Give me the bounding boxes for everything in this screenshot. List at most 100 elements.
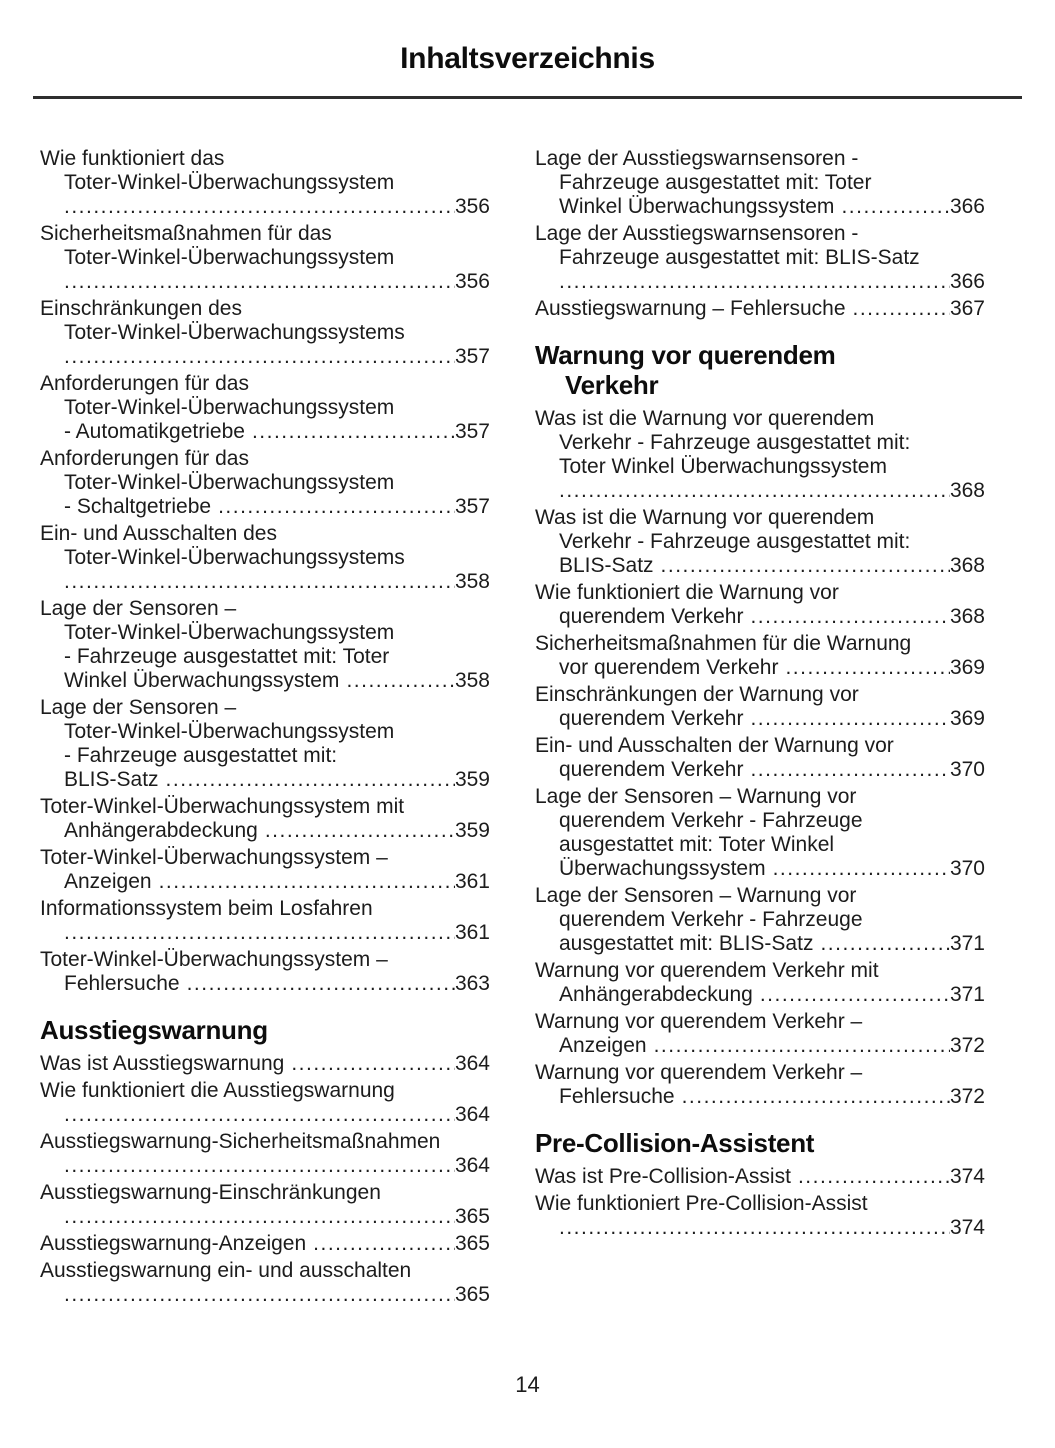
section-heading-line: Pre-Collision-Assistent <box>535 1128 815 1158</box>
dot-leader: ........................................… <box>750 605 950 628</box>
toc-entry-lastline: BLIS-Satz...............................… <box>535 554 985 578</box>
dot-leader: ........................................… <box>64 1205 455 1228</box>
toc-page-ref: 374 <box>949 1216 985 1239</box>
toc-entry-line: Lage der Sensoren – Warnung vor <box>535 884 857 907</box>
toc-entry-line: Lage der Ausstiegswarnsensoren - <box>535 147 859 170</box>
dot-leader: ........................................… <box>218 495 455 518</box>
toc-entry: Sicherheitsmaßnahmen für das Toter-Winkel… <box>40 222 490 294</box>
toc-page-ref: 370 <box>949 758 985 781</box>
title-rule <box>33 96 1022 99</box>
dot-leader: ........................................… <box>64 345 455 368</box>
toc-entry-line: Toter-Winkel-Überwachungssystem – <box>40 846 388 869</box>
toc-entry-text: Anhängerabdeckung <box>559 983 753 1006</box>
toc-entry: Lage der Sensoren – Warnung vor querendem… <box>535 884 985 956</box>
toc-column-right: Lage der Ausstiegswarnsensoren - Fahrzeug… <box>535 147 985 1310</box>
dot-leader: ........................................… <box>64 1154 455 1177</box>
toc-entry: Wie funktioniert das Toter-Winkel-Überwac… <box>40 147 490 219</box>
dot-leader: ........................................… <box>559 270 950 293</box>
toc-entry-text: Anzeigen <box>559 1034 647 1057</box>
toc-entry: Warnung vor querendem Verkehr – Fehlersuc… <box>535 1061 985 1109</box>
toc-entry-line: Warnung vor querendem Verkehr mit <box>535 959 879 982</box>
toc-entry-text: Ausstiegswarnung-Anzeigen <box>40 1232 307 1255</box>
toc-entry-line: Toter-Winkel-Überwachungssystem <box>64 396 395 419</box>
toc-entry-line: Wie funktioniert Pre-Collision-Assist <box>535 1192 868 1215</box>
toc-entry-line: Wie funktioniert die Warnung vor <box>535 581 839 604</box>
toc-entry-text: querendem Verkehr <box>559 758 744 781</box>
toc-page-ref: 359 <box>454 768 490 791</box>
toc-page-ref: 365 <box>454 1283 490 1306</box>
toc-entry-lastline: Anhängerabdeckung.......................… <box>40 819 490 843</box>
toc-page-ref: 357 <box>454 495 490 518</box>
toc-entry: Lage der Ausstiegswarnsensoren - Fahrzeug… <box>535 147 985 219</box>
toc-entry-line: Lage der Ausstiegswarnsensoren - <box>535 222 859 245</box>
toc-entry: Sicherheitsmaßnahmen für die Warnung vor … <box>535 632 985 680</box>
dot-leader: ........................................… <box>64 270 455 293</box>
toc-entry-lastline: Anzeigen................................… <box>535 1034 985 1058</box>
toc-entry-line: Toter-Winkel-Überwachungssystem mit <box>40 795 405 818</box>
dot-leader: ........................................… <box>653 1034 950 1057</box>
toc-page-ref: 366 <box>949 195 985 218</box>
toc-entry-line: Toter Winkel Überwachungssystem <box>559 455 887 478</box>
toc-entry-lastline: - Automatikgetriebe.....................… <box>40 420 490 444</box>
toc-columns: Wie funktioniert das Toter-Winkel-Überwac… <box>0 147 1055 1310</box>
toc-entry-text: vor querendem Verkehr <box>559 656 779 679</box>
toc-entry: Einschränkungen der Warnung vor querendem… <box>535 683 985 731</box>
toc-entry: Toter-Winkel-Überwachungssystem – Anzeige… <box>40 846 490 894</box>
toc-entry-line: Was ist die Warnung vor querendem <box>535 506 875 529</box>
dot-leader: ........................................… <box>785 656 949 679</box>
toc-entry-line: Ein- und Ausschalten des <box>40 522 277 545</box>
dot-leader: ........................................… <box>64 570 455 593</box>
toc-page-ref: 365 <box>454 1205 490 1228</box>
page-title: Inhaltsverzeichnis <box>400 42 655 75</box>
toc-entry-text: Anhängerabdeckung <box>64 819 258 842</box>
toc-entry-lastline: Anhängerabdeckung.......................… <box>535 983 985 1007</box>
dot-leader: ........................................… <box>264 819 455 842</box>
toc-entry-text: Was ist Pre-Collision-Assist <box>535 1165 791 1188</box>
toc-entry: Ausstiegswarnung ein- und ausschalten...… <box>40 1259 490 1307</box>
dot-leader: ........................................… <box>660 554 950 577</box>
toc-entry-line: Informationssystem beim Losfahren <box>40 897 373 920</box>
dot-leader: ........................................… <box>750 707 950 730</box>
toc-entry-lastline: Ausstiegswarnung – Fehlersuche..........… <box>535 297 985 321</box>
toc-entry-lastline: BLIS-Satz...............................… <box>40 768 490 792</box>
toc-entry: Ausstiegswarnung – Fehlersuche..........… <box>535 297 985 321</box>
dot-leader: ........................................… <box>165 768 455 791</box>
toc-page-ref: 361 <box>454 870 490 893</box>
toc-page-ref: 356 <box>454 195 490 218</box>
toc-entry-lastline: ........................................… <box>40 570 490 594</box>
toc-entry-line: Verkehr - Fahrzeuge ausgestattet mit: <box>559 530 911 553</box>
toc-entry-line: Toter-Winkel-Überwachungssystem <box>64 621 395 644</box>
toc-entry-lastline: ........................................… <box>40 270 490 294</box>
toc-entry: Lage der Sensoren – Warnung vor querendem… <box>535 785 985 881</box>
toc-entry: Warnung vor querendem Verkehr mit Anhänge… <box>535 959 985 1007</box>
toc-entry-line: Toter-Winkel-Überwachungssystems <box>64 321 405 344</box>
toc-page-ref: 370 <box>949 857 985 880</box>
dot-leader: ........................................… <box>186 972 455 995</box>
toc-entry-line: Toter-Winkel-Überwachungssystem <box>64 171 395 194</box>
toc-entry: Was ist die Warnung vor querendem Verkehr… <box>535 506 985 578</box>
toc-page-ref: 367 <box>949 297 985 320</box>
toc-entry: Ausstiegswarnung-Anzeigen...............… <box>40 1232 490 1256</box>
toc-entry-text: ausgestattet mit: BLIS-Satz <box>559 932 814 955</box>
toc-entry-text: BLIS-Satz <box>559 554 654 577</box>
toc-entry-line: Warnung vor querendem Verkehr – <box>535 1010 863 1033</box>
toc-entry-lastline: ausgestattet mit: BLIS-Satz.............… <box>535 932 985 956</box>
toc-page-ref: 368 <box>949 554 985 577</box>
toc-entry: Lage der Ausstiegswarnsensoren - Fahrzeug… <box>535 222 985 294</box>
toc-entry-text: Überwachungssystem <box>559 857 766 880</box>
toc-entry-line: Toter-Winkel-Überwachungssystem <box>64 246 395 269</box>
toc-entry-lastline: Winkel Überwachungssystem...............… <box>40 669 490 693</box>
toc-entry-text: Winkel Überwachungssystem <box>559 195 835 218</box>
dot-leader: ........................................… <box>750 758 950 781</box>
toc-entry-text: Fehlersuche <box>64 972 180 995</box>
toc-entry-line: Einschränkungen des <box>40 297 242 320</box>
toc-entry-lastline: Fehlersuche.............................… <box>535 1085 985 1109</box>
toc-entry: Toter-Winkel-Überwachungssystem – Fehlers… <box>40 948 490 996</box>
toc-entry-line: Fahrzeuge ausgestattet mit: BLIS-Satz <box>559 246 920 269</box>
toc-entry-text: Ausstiegswarnung – Fehlersuche <box>535 297 846 320</box>
toc-entry-text: - Schaltgetriebe <box>64 495 212 518</box>
dot-leader: ........................................… <box>759 983 950 1006</box>
toc-page-ref: 364 <box>454 1052 490 1075</box>
toc-entry-line: querendem Verkehr - Fahrzeuge <box>559 908 863 931</box>
toc-entry-line: Verkehr - Fahrzeuge ausgestattet mit: <box>559 431 911 454</box>
